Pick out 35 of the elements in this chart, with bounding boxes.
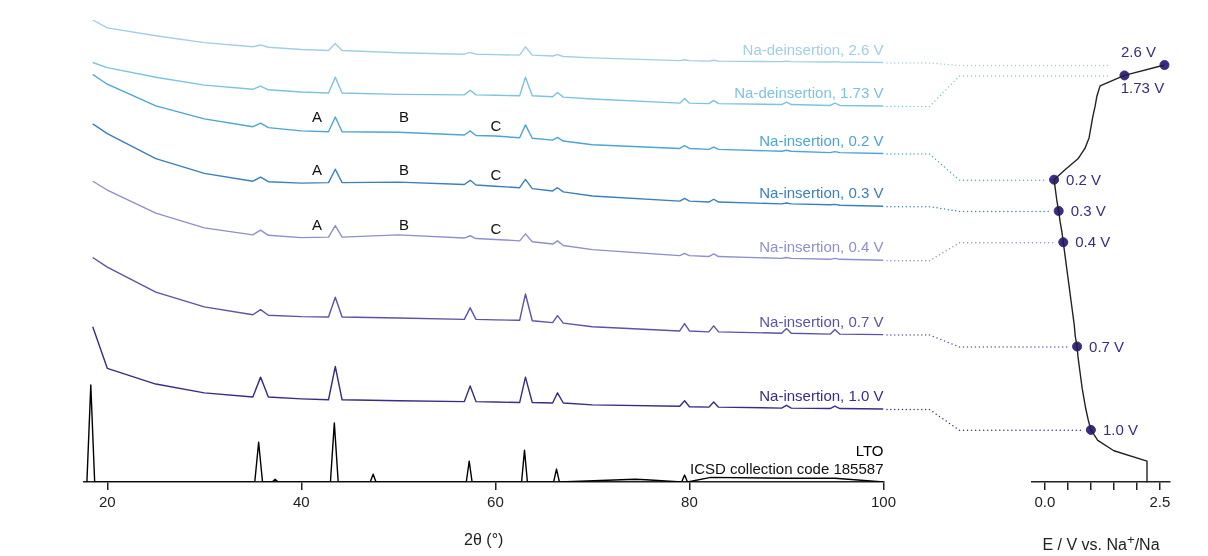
annotation: B: [398, 108, 410, 126]
point: [1159, 60, 1170, 70]
annotation: A: [311, 108, 323, 126]
data-label: 2.6 V: [1120, 42, 1156, 60]
data-label: 0.7 V: [1089, 337, 1125, 355]
annotation: A: [311, 161, 323, 179]
annotation: C: [490, 117, 502, 135]
data-label: 0.4 V: [1075, 233, 1111, 251]
series-label: Na-insertion, 1.0 V: [759, 387, 884, 404]
series-label: Na-insertion, 0.7 V: [759, 312, 884, 330]
x-tick-label: 100: [870, 493, 896, 511]
x-tick-label: 20: [98, 493, 116, 511]
series-label: Na-insertion, 0.2 V: [759, 131, 884, 149]
annotation: B: [398, 216, 410, 234]
series-label: Na-deinsertion, 2.6 V: [742, 40, 884, 58]
x-axis-title: E / V vs. Na$^{+}$/Na: [1041, 531, 1161, 556]
data-label: 1.73 V: [1120, 79, 1165, 97]
x-tick-label: 2.5: [1149, 493, 1171, 511]
annotation: B: [398, 161, 410, 179]
x-tick-label: 40: [292, 493, 310, 511]
series-label: LTO: [855, 442, 884, 459]
data-label: 0.2 V: [1066, 170, 1102, 188]
x-tick-label: 60: [487, 493, 504, 511]
x-axis-title: 2θ (°): [463, 530, 505, 550]
annotation: ICSD collection code 185587: [690, 460, 884, 477]
series-label: Na-insertion, 0.3 V: [759, 184, 884, 202]
data-label: 1.0 V: [1102, 421, 1138, 439]
annotation: A: [311, 216, 323, 234]
x-tick-label: 80: [681, 493, 698, 511]
data-label: 0.3 V: [1070, 202, 1106, 220]
annotation: C: [490, 220, 502, 238]
annotation: C: [490, 166, 502, 184]
x-tick-label: 0.0: [1034, 493, 1056, 511]
series-label: Na-deinsertion, 1.73 V: [734, 83, 884, 101]
series-label: Na-insertion, 0.4 V: [759, 238, 884, 256]
